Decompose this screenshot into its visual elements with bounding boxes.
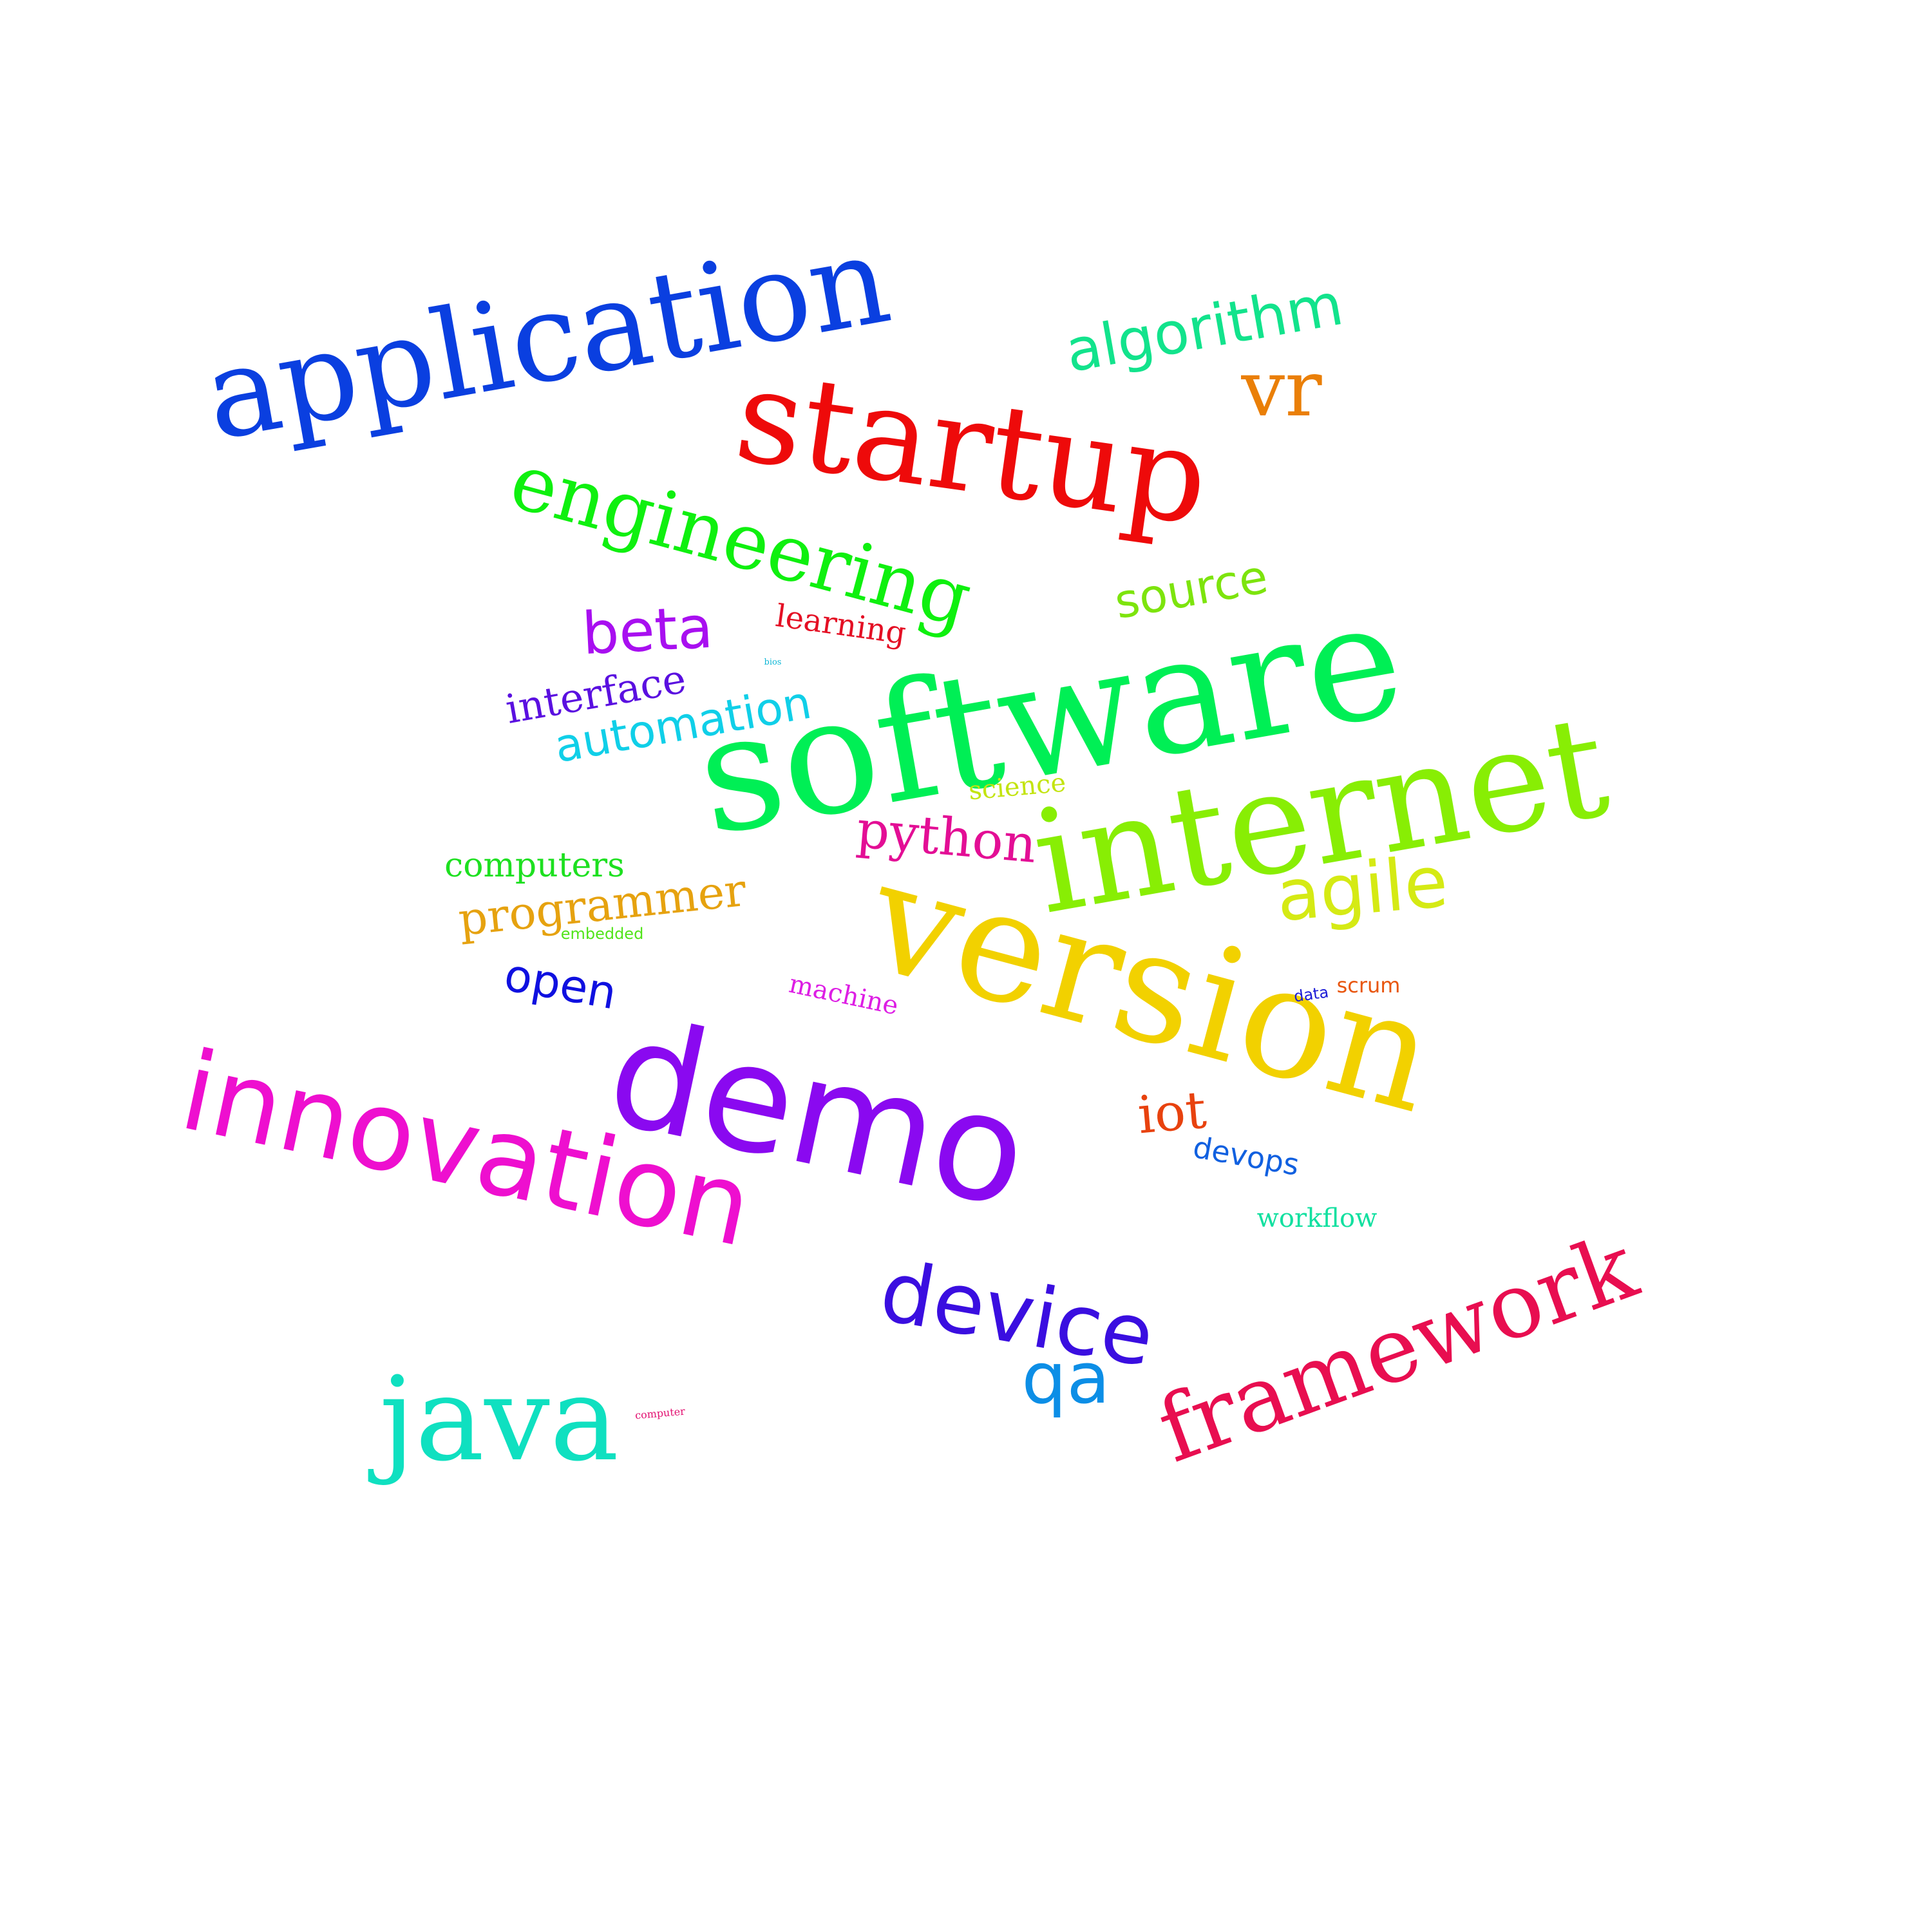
word-devops: devops [1190, 1129, 1302, 1183]
word-framework: framework [1145, 1214, 1650, 1484]
word-vr: vr [1241, 345, 1322, 434]
word-beta: beta [580, 593, 715, 668]
word-data: data [1293, 983, 1330, 1006]
word-open: open [500, 948, 621, 1020]
word-qa: qa [1021, 1337, 1110, 1419]
word-computers: computers [444, 846, 625, 885]
word-device: device [873, 1242, 1162, 1386]
word-java: java [379, 1352, 620, 1487]
word-bios: bios [764, 657, 782, 667]
word-computer: computer [634, 1405, 686, 1422]
word-workflow: workflow [1256, 1204, 1378, 1233]
word-scrum: scrum [1336, 973, 1401, 998]
word-agile: agile [1273, 840, 1452, 938]
word-embedded: embedded [560, 925, 644, 943]
